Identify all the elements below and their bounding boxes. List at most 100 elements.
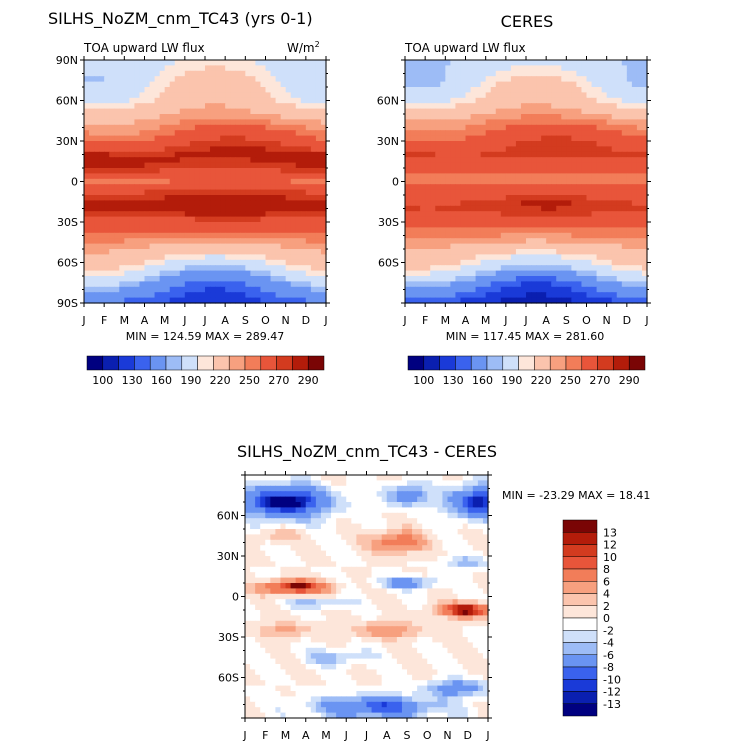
field-cell <box>420 254 426 261</box>
field-cell <box>159 281 166 288</box>
field-cell <box>230 286 236 293</box>
field-cell <box>460 92 467 99</box>
field-cell <box>220 195 226 201</box>
field-cell <box>510 297 517 304</box>
field-cell <box>104 178 110 185</box>
field-cell <box>119 130 125 137</box>
field-cell <box>164 87 171 93</box>
field-cell <box>270 502 276 508</box>
field-cell <box>260 297 267 304</box>
field-cell <box>546 297 552 304</box>
field-cell <box>425 157 431 164</box>
field-cell <box>551 189 557 196</box>
field-cell <box>275 70 282 77</box>
field-cell <box>465 168 472 174</box>
field-cell <box>265 485 271 492</box>
field-cell <box>417 496 423 503</box>
field-cell <box>510 168 517 174</box>
field-cell <box>596 76 603 83</box>
panel-model-title: SILHS_NoZM_cnm_TC43 (yrs 0-1) <box>48 9 313 29</box>
field-cell <box>425 243 431 250</box>
field-cell <box>440 65 446 72</box>
field-cell <box>460 232 467 239</box>
field-cell <box>255 480 261 487</box>
field-cell <box>300 227 307 234</box>
field-cell <box>205 173 211 180</box>
field-cell <box>636 189 643 196</box>
field-cell <box>505 124 512 131</box>
field-cell <box>184 135 191 142</box>
field-cell <box>561 135 567 142</box>
field-cell <box>290 523 297 530</box>
field-cell <box>455 65 462 72</box>
field-cell <box>235 243 241 250</box>
field-cell <box>295 151 302 158</box>
field-cell <box>415 249 421 255</box>
field-cell <box>159 184 166 191</box>
field-cell <box>94 70 100 77</box>
field-cell <box>124 130 130 137</box>
field-cell <box>305 200 312 207</box>
field-cell <box>515 195 522 201</box>
field-cell <box>515 227 522 234</box>
field-cell <box>139 227 146 234</box>
field-cell <box>621 211 628 218</box>
field-cell <box>455 130 462 137</box>
field-cell <box>154 232 161 239</box>
field-cell <box>422 485 428 492</box>
field-cell <box>636 65 643 72</box>
field-cell <box>265 512 271 519</box>
field-cell <box>275 216 282 223</box>
field-cell <box>490 178 497 185</box>
field-cell <box>220 281 226 288</box>
field-cell <box>460 151 467 158</box>
field-cell <box>250 141 257 147</box>
field-cell <box>415 81 421 88</box>
field-cell <box>606 211 613 218</box>
field-cell <box>300 76 307 83</box>
field-cell <box>576 270 583 277</box>
field-cell <box>415 162 421 169</box>
field-cell <box>531 286 537 293</box>
field-cell <box>144 151 151 158</box>
field-cell <box>149 141 156 147</box>
field-cell <box>546 281 552 288</box>
field-cell <box>199 124 206 131</box>
field-cell <box>240 92 246 99</box>
field-cell <box>450 232 457 239</box>
field-cell <box>275 286 282 293</box>
field-cell <box>475 103 482 110</box>
field-cell <box>626 292 633 299</box>
field-cell <box>320 65 327 72</box>
field-cell <box>144 297 151 304</box>
field-cell <box>174 151 181 158</box>
field-cell <box>215 157 221 164</box>
field-cell <box>326 512 332 519</box>
field-cell <box>144 227 151 234</box>
field-cell <box>285 178 292 185</box>
field-cell <box>371 496 378 503</box>
field-cell <box>290 232 297 239</box>
field-cell <box>636 60 643 66</box>
field-cell <box>104 254 110 261</box>
field-cell <box>641 135 648 142</box>
field-cell <box>230 265 236 272</box>
field-cell <box>531 151 537 158</box>
field-cell <box>510 87 517 93</box>
field-cell <box>606 97 613 104</box>
field-cell <box>159 227 166 234</box>
field-cell <box>94 189 100 196</box>
field-cell <box>174 286 181 293</box>
field-cell <box>641 292 648 299</box>
field-cell <box>440 211 446 218</box>
field-cell <box>551 92 557 99</box>
field-cell <box>462 491 469 498</box>
field-cell <box>114 265 120 272</box>
field-cell <box>109 205 115 212</box>
field-cell <box>134 222 141 228</box>
field-cell <box>315 502 322 508</box>
field-cell <box>184 114 191 120</box>
field-cell <box>199 162 206 169</box>
field-cell <box>435 292 441 299</box>
field-cell <box>482 491 489 498</box>
